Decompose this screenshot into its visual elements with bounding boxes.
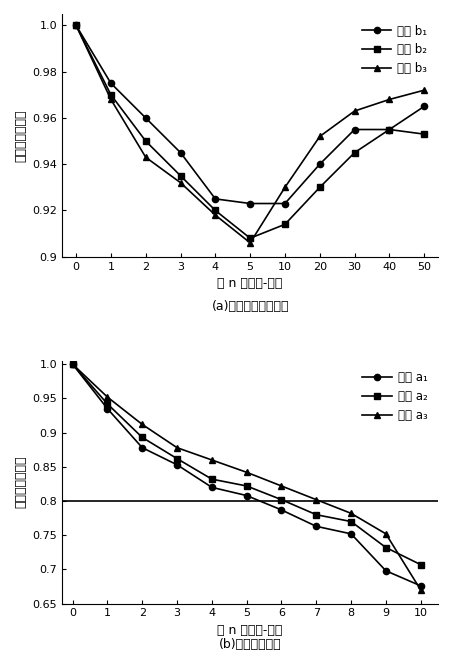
Y-axis label: 残余预紧力比例: 残余预紧力比例 xyxy=(14,456,27,509)
样件 a₃ xyxy=(105,393,110,401)
样件 b₂ xyxy=(420,130,426,138)
Line: 样件 b₂: 样件 b₂ xyxy=(73,23,426,241)
样件 b₃ xyxy=(177,179,183,187)
样件 b₃ xyxy=(281,184,287,192)
Legend: 样件 a₁, 样件 a₂, 样件 a₃: 样件 a₁, 样件 a₂, 样件 a₃ xyxy=(357,367,431,427)
样件 a₁ xyxy=(244,491,249,499)
样件 a₁ xyxy=(382,567,388,575)
样件 a₃ xyxy=(139,420,145,428)
样件 b₂ xyxy=(316,184,322,192)
样件 b₂ xyxy=(177,172,183,180)
样件 a₁ xyxy=(209,483,214,491)
样件 a₂ xyxy=(313,511,318,518)
样件 b₂ xyxy=(281,220,287,228)
样件 a₁ xyxy=(70,360,75,368)
样件 b₃ xyxy=(212,211,217,219)
样件 a₂ xyxy=(417,561,423,569)
样件 b₁ xyxy=(386,125,391,133)
样件 b₂ xyxy=(351,149,356,156)
样件 a₃ xyxy=(244,468,249,476)
样件 a₁ xyxy=(313,522,318,530)
样件 b₁ xyxy=(177,149,183,156)
样件 b₃ xyxy=(316,133,322,141)
样件 a₁ xyxy=(278,506,284,514)
样件 b₁ xyxy=(73,21,78,29)
样件 b₃ xyxy=(143,153,148,161)
样件 a₂ xyxy=(244,482,249,490)
样件 a₁ xyxy=(348,530,353,538)
样件 a₂ xyxy=(174,455,179,463)
样件 a₂ xyxy=(105,400,110,408)
样件 a₂ xyxy=(382,544,388,552)
Line: 样件 a₂: 样件 a₂ xyxy=(69,361,423,568)
样件 b₂ xyxy=(386,125,391,133)
样件 b₂ xyxy=(73,21,78,29)
样件 b₂ xyxy=(108,91,113,99)
样件 a₁ xyxy=(139,444,145,452)
样件 b₂ xyxy=(212,206,217,214)
样件 b₁ xyxy=(212,195,217,203)
样件 a₁ xyxy=(105,404,110,412)
Text: (b)尼龙自锁螺母: (b)尼龙自锁螺母 xyxy=(218,638,281,650)
Text: (a)压扁收口自锁螺母: (a)压扁收口自锁螺母 xyxy=(211,300,288,314)
样件 b₂ xyxy=(247,234,252,242)
样件 a₁ xyxy=(174,461,179,469)
样件 b₂ xyxy=(143,137,148,145)
样件 b₃ xyxy=(420,86,426,94)
样件 b₃ xyxy=(247,239,252,247)
X-axis label: 第 n 次拧紧-振动: 第 n 次拧紧-振动 xyxy=(217,624,282,637)
样件 a₂ xyxy=(278,496,284,504)
样件 b₃ xyxy=(351,107,356,115)
样件 a₃ xyxy=(348,509,353,517)
样件 a₂ xyxy=(209,475,214,483)
样件 a₂ xyxy=(70,360,75,368)
样件 a₂ xyxy=(139,434,145,442)
Y-axis label: 残余预紧力比例: 残余预紧力比例 xyxy=(14,109,27,162)
样件 b₃ xyxy=(108,95,113,103)
样件 b₁ xyxy=(351,125,356,133)
样件 a₃ xyxy=(417,586,423,594)
样件 b₁ xyxy=(281,200,287,208)
X-axis label: 第 n 次拧紧-振动: 第 n 次拧紧-振动 xyxy=(217,277,282,290)
样件 b₃ xyxy=(73,21,78,29)
Line: 样件 a₃: 样件 a₃ xyxy=(69,361,423,593)
样件 a₃ xyxy=(209,456,214,464)
样件 a₁ xyxy=(417,582,423,590)
样件 b₁ xyxy=(247,200,252,208)
Line: 样件 b₃: 样件 b₃ xyxy=(73,23,426,246)
Line: 样件 b₁: 样件 b₁ xyxy=(73,23,426,207)
样件 b₁ xyxy=(108,80,113,88)
Legend: 样件 b₁, 样件 b₂, 样件 b₃: 样件 b₁, 样件 b₂, 样件 b₃ xyxy=(356,20,431,80)
样件 b₁ xyxy=(420,102,426,110)
样件 b₁ xyxy=(143,114,148,122)
样件 b₁ xyxy=(316,160,322,168)
样件 b₃ xyxy=(386,95,391,103)
样件 a₃ xyxy=(174,444,179,452)
样件 a₃ xyxy=(313,496,318,504)
样件 a₃ xyxy=(382,530,388,538)
样件 a₃ xyxy=(278,482,284,490)
样件 a₃ xyxy=(70,360,75,368)
样件 a₂ xyxy=(348,518,353,526)
Line: 样件 a₁: 样件 a₁ xyxy=(69,361,423,589)
